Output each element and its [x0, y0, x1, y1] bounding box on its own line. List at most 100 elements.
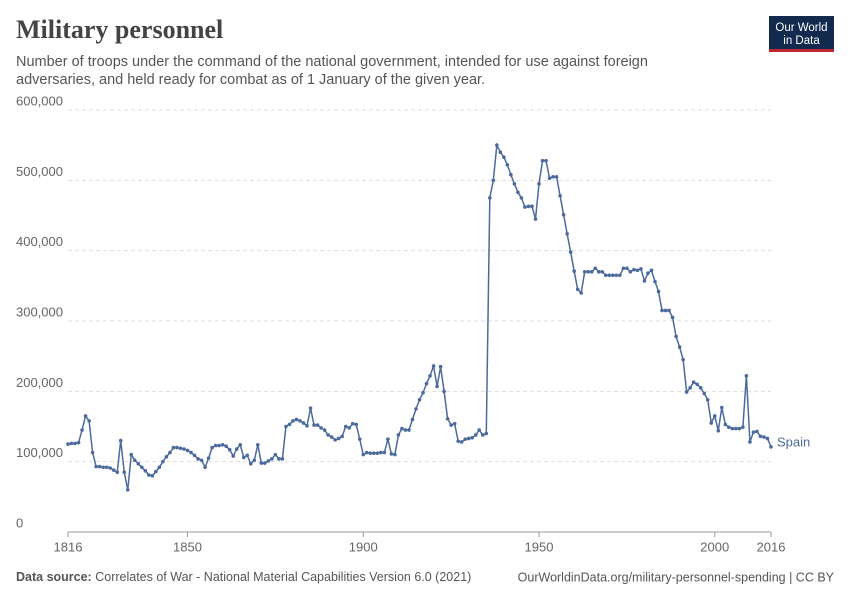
point: [544, 158, 548, 163]
point: [231, 454, 236, 458]
point: [473, 433, 478, 437]
point: [663, 308, 668, 313]
point: [670, 315, 675, 320]
point: [308, 406, 313, 411]
point: [695, 382, 699, 387]
point: [582, 269, 587, 274]
point: [333, 438, 337, 442]
point: [203, 465, 207, 470]
point: [530, 204, 534, 209]
point: [748, 440, 752, 444]
point: [136, 461, 141, 466]
point: [343, 424, 348, 429]
point: [712, 414, 717, 418]
source-text: Correlates of War - National Material Ca…: [95, 570, 471, 584]
point: [171, 445, 176, 450]
point: [417, 397, 422, 402]
point: [178, 446, 183, 451]
x-tick-label: 2016: [757, 539, 786, 554]
point: [684, 390, 689, 394]
point: [614, 273, 619, 278]
point: [632, 267, 636, 272]
point: [505, 163, 510, 167]
point: [238, 442, 243, 447]
point: [154, 469, 158, 474]
point: [393, 452, 397, 457]
point: [213, 443, 218, 448]
point: [428, 374, 432, 378]
y-tick-label: 300,000: [16, 304, 63, 319]
point: [234, 447, 239, 451]
x-tick-label: 1950: [525, 539, 554, 554]
y-tick-label: 600,000: [16, 93, 63, 108]
point: [132, 458, 137, 463]
point: [442, 389, 446, 394]
source-label: Data source:: [16, 570, 92, 584]
url: OurWorldinData.org/military-personnel-sp…: [518, 570, 835, 584]
point: [762, 435, 766, 439]
point: [512, 182, 517, 186]
point: [199, 458, 204, 463]
point: [719, 405, 724, 410]
point: [350, 421, 355, 426]
point: [596, 269, 601, 274]
point: [379, 450, 383, 455]
point: [115, 470, 120, 475]
x-tick-label: 2000: [700, 539, 729, 554]
point: [389, 452, 394, 456]
point: [734, 426, 738, 431]
point: [547, 176, 552, 181]
point: [751, 430, 756, 434]
point: [488, 196, 492, 200]
point: [185, 448, 190, 453]
point: [765, 436, 770, 441]
point: [523, 205, 527, 209]
point: [456, 439, 460, 444]
point: [477, 428, 482, 432]
point: [396, 433, 401, 437]
point: [470, 435, 475, 440]
point: [421, 390, 425, 395]
point: [305, 423, 309, 428]
point: [182, 447, 186, 451]
point: [90, 450, 95, 455]
point: [635, 268, 640, 273]
x-tick-label: 1816: [54, 539, 83, 554]
chart-title: Military personnel: [16, 15, 223, 44]
point: [621, 266, 626, 271]
subtitle: Number of troops under the command of th…: [16, 54, 648, 70]
point: [129, 452, 134, 457]
point: [336, 436, 341, 441]
point: [758, 434, 763, 439]
point: [491, 178, 496, 183]
point: [210, 445, 214, 450]
point: [516, 190, 520, 195]
point: [329, 435, 334, 439]
point: [161, 459, 165, 464]
point: [400, 426, 404, 431]
point: [642, 279, 647, 283]
point: [691, 380, 696, 384]
point: [414, 407, 418, 411]
point: [206, 456, 211, 460]
point: [484, 431, 489, 436]
point: [382, 450, 387, 455]
point: [603, 273, 608, 278]
point: [122, 470, 127, 475]
point: [108, 466, 112, 470]
point: [386, 437, 390, 441]
point: [368, 451, 373, 456]
point: [252, 458, 257, 463]
point: [579, 291, 583, 295]
point: [575, 287, 580, 292]
point: [291, 419, 295, 423]
point: [744, 374, 749, 378]
logo-text: in Data: [783, 35, 820, 47]
point: [364, 450, 369, 455]
source: Data source: Correlates of War - Nationa…: [16, 570, 471, 584]
point: [607, 273, 612, 278]
point: [104, 465, 109, 470]
point: [245, 453, 250, 458]
logo: [769, 16, 834, 52]
point: [769, 445, 773, 449]
